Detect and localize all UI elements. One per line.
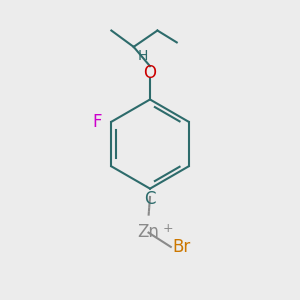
Text: C: C [144,190,156,208]
Text: Zn: Zn [138,223,160,241]
Text: +: + [163,222,173,235]
Text: O: O [143,64,157,82]
Text: H: H [137,49,148,63]
Text: Br: Br [172,238,190,256]
Text: F: F [92,113,102,131]
